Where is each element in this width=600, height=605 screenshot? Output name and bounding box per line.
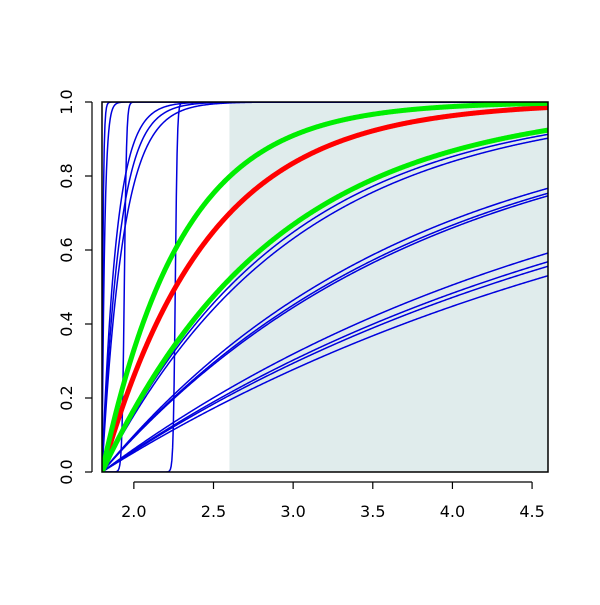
y-tick-label: 0.2 [57,385,76,410]
series-line-7 [102,195,548,472]
series-line-3 [102,133,548,472]
series-line-4 [102,137,548,472]
series-line-0 [102,105,548,472]
x-tick-label: 2.5 [201,502,226,521]
series-line-18 [102,102,548,472]
y-tick-label: 0.4 [57,311,76,336]
series-line-2 [102,127,548,472]
series-line-6 [102,192,548,472]
plot-frame [101,101,549,473]
series-line-5 [102,187,548,472]
x-tick-label: 3.5 [360,502,385,521]
series-line-13 [102,102,548,472]
y-tick-label: 1.0 [57,89,76,114]
y-tick-label: 0.8 [57,163,76,188]
shaded-region [229,102,548,472]
series-line-14 [102,102,548,472]
x-tick-label: 3.0 [280,502,305,521]
y-tick-label: 0.0 [57,459,76,484]
y-tick-label: 0.6 [57,237,76,262]
series-line-10 [102,265,548,472]
x-tick-label: 4.5 [519,502,544,521]
series-line-9 [102,260,548,472]
x-tick-label: 2.0 [121,502,146,521]
series-line-11 [102,274,548,472]
series-line-1 [102,102,548,472]
series-line-8 [102,252,548,472]
x-tick-label: 4.0 [440,502,465,521]
